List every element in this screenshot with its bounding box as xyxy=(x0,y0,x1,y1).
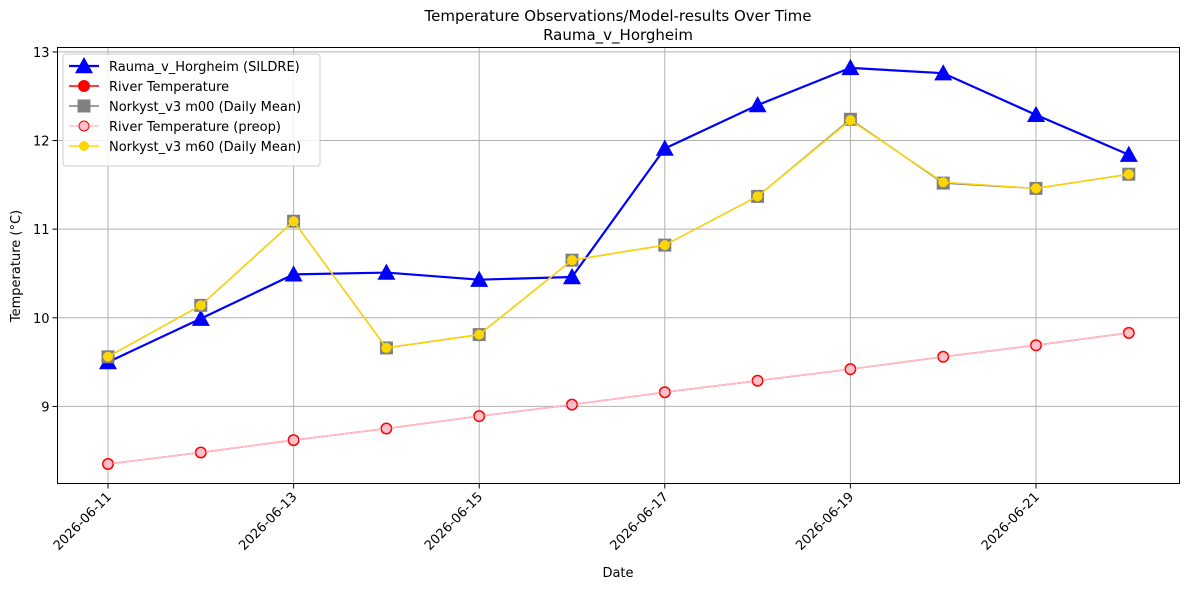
x-axis-label: Date xyxy=(602,566,633,581)
data-point xyxy=(748,96,767,113)
y-axis-label: Temperature (°C) xyxy=(9,210,24,323)
series-lines xyxy=(99,58,1138,471)
data-point xyxy=(284,265,303,282)
data-point xyxy=(102,458,114,470)
data-point xyxy=(470,270,489,287)
data-point xyxy=(659,386,671,398)
data-point xyxy=(1119,145,1138,162)
y-tick-label: 13 xyxy=(33,46,50,61)
data-point xyxy=(1123,169,1134,180)
y-tick-label: 9 xyxy=(41,400,49,415)
data-point xyxy=(473,410,485,422)
plot-area-frame xyxy=(57,47,1180,484)
chart-subtitle: Rauma_v_Horgheim xyxy=(543,26,693,45)
data-point xyxy=(567,255,577,266)
data-point xyxy=(103,351,113,362)
data-point xyxy=(563,268,581,285)
data-point xyxy=(934,64,953,81)
data-point xyxy=(377,263,396,280)
data-point xyxy=(752,191,763,202)
series-4 xyxy=(102,327,1135,470)
data-point xyxy=(937,351,949,363)
data-point xyxy=(938,177,949,188)
legend-item: Norkyst_v3 m00 (Daily Mean) xyxy=(69,99,301,115)
data-point xyxy=(1027,105,1045,123)
series-1 xyxy=(99,58,1138,370)
data-point xyxy=(1031,183,1041,194)
legend-marker xyxy=(78,80,90,92)
legend-label: Norkyst_v3 m60 (Daily Mean) xyxy=(109,140,301,155)
series-line xyxy=(107,332,1129,465)
legend-label: Rauma_v_Horgheim (SILDRE) xyxy=(109,60,300,75)
legend-item: River Temperature (preop) xyxy=(69,120,281,135)
data-point xyxy=(1030,339,1042,351)
legend-item: River Temperature xyxy=(69,80,229,95)
legend: Rauma_v_Horgheim (SILDRE) River Temperatu… xyxy=(62,53,321,167)
data-point xyxy=(655,139,674,156)
data-point xyxy=(1123,327,1135,339)
data-point xyxy=(845,115,856,126)
legend-label: Norkyst_v3 m00 (Daily Mean) xyxy=(109,100,301,115)
data-point xyxy=(288,434,300,446)
legend-label: River Temperature xyxy=(109,80,229,95)
data-point xyxy=(195,446,207,458)
legend-item: Norkyst_v3 m60 (Daily Mean) xyxy=(69,140,301,155)
series-5 xyxy=(103,115,1134,362)
chart-title: Temperature Observations/Model-results O… xyxy=(423,7,811,25)
legend-item: Rauma_v_Horgheim (SILDRE) xyxy=(69,57,300,75)
y-tick-label: 11 xyxy=(33,223,50,238)
data-point xyxy=(381,342,392,353)
grid-lines xyxy=(57,47,1180,484)
y-tick-label: 12 xyxy=(33,135,50,150)
legend-box xyxy=(62,53,321,167)
series-line xyxy=(107,66,1130,364)
data-point xyxy=(566,399,578,411)
data-point xyxy=(844,363,856,375)
data-point xyxy=(841,58,860,76)
y-tick-label: 10 xyxy=(33,312,50,327)
legend-marker xyxy=(77,99,91,113)
data-point xyxy=(474,329,485,340)
data-point xyxy=(288,216,299,227)
legend-label: River Temperature (preop) xyxy=(109,120,281,135)
series-line xyxy=(107,119,1129,358)
data-point xyxy=(380,423,392,435)
data-point xyxy=(191,309,210,326)
legend-marker xyxy=(79,141,89,151)
data-point xyxy=(195,300,206,311)
legend-marker xyxy=(78,120,90,132)
data-point xyxy=(659,240,670,251)
data-point xyxy=(752,375,764,387)
legend-marker xyxy=(75,57,93,74)
